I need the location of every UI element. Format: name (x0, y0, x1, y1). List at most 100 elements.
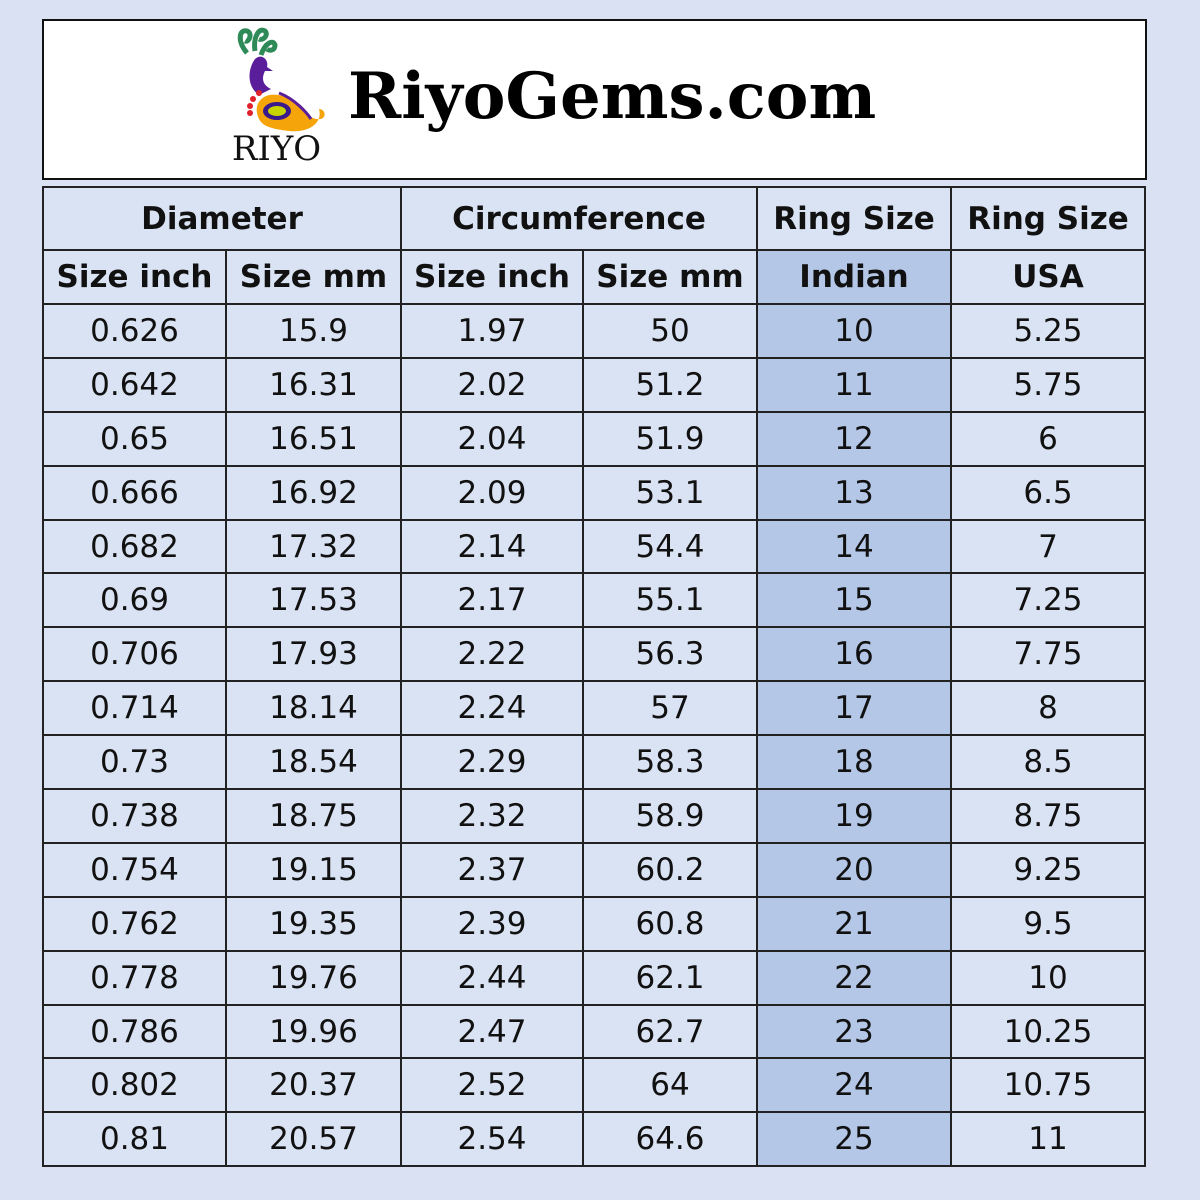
table-row: 0.682 17.32 2.14 54.4 14 7 (42, 518, 1146, 575)
cell-diameter-mm: 19.35 (225, 895, 402, 952)
cell-circumference-mm: 64 (582, 1057, 758, 1114)
cell-usa-size: 7.75 (950, 626, 1146, 683)
cell-circumference-inch: 2.29 (400, 734, 584, 791)
cell-diameter-mm: 20.37 (225, 1057, 402, 1114)
cell-diameter-inch: 0.738 (42, 788, 227, 844)
cell-diameter-inch: 0.706 (42, 626, 227, 683)
cell-diameter-inch: 0.73 (42, 734, 227, 791)
cell-indian-size: 15 (756, 572, 952, 629)
cell-circumference-mm: 62.7 (582, 1003, 758, 1060)
cell-indian-size: 25 (756, 1111, 952, 1168)
cell-circumference-inch: 2.44 (400, 949, 584, 1006)
table-body: 0.626 15.9 1.97 50 10 5.25 0.642 16.31 2.02 51.2 1… (42, 303, 1146, 1168)
cell-diameter-mm: 15.9 (225, 303, 402, 359)
cell-indian-size: 19 (756, 788, 952, 844)
cell-diameter-mm: 17.93 (225, 626, 402, 683)
table-row: 0.642 16.31 2.02 51.2 11 5.75 (42, 356, 1146, 413)
cell-indian-size: 14 (756, 518, 952, 575)
cell-circumference-inch: 2.02 (400, 356, 584, 413)
cell-circumference-mm: 51.9 (582, 410, 758, 467)
header-circumference: Circumference (400, 186, 758, 251)
table-row: 0.706 17.93 2.22 56.3 16 7.75 (42, 626, 1146, 683)
cell-circumference-inch: 2.47 (400, 1003, 584, 1060)
table-row: 0.81 20.57 2.54 64.6 25 11 (42, 1111, 1146, 1168)
cell-circumference-inch: 2.39 (400, 895, 584, 952)
cell-diameter-mm: 16.31 (225, 356, 402, 413)
cell-usa-size: 10 (950, 949, 1146, 1006)
table-row: 0.754 19.15 2.37 60.2 20 9.25 (42, 841, 1146, 898)
cell-diameter-inch: 0.642 (42, 356, 227, 413)
cell-usa-size: 8 (950, 680, 1146, 737)
cell-indian-size: 24 (756, 1057, 952, 1114)
cell-diameter-inch: 0.714 (42, 680, 227, 737)
table-row: 0.65 16.51 2.04 51.9 12 6 (42, 410, 1146, 467)
cell-diameter-mm: 19.96 (225, 1003, 402, 1060)
table-row: 0.778 19.76 2.44 62.1 22 10 (42, 949, 1146, 1006)
cell-usa-size: 5.75 (950, 356, 1146, 413)
cell-circumference-mm: 62.1 (582, 949, 758, 1006)
cell-diameter-inch: 0.81 (42, 1111, 227, 1168)
header-banner: RIYO RiyoGems.com (42, 19, 1147, 180)
cell-diameter-inch: 0.626 (42, 303, 227, 359)
cell-indian-size: 20 (756, 841, 952, 898)
cell-circumference-inch: 2.22 (400, 626, 584, 683)
cell-indian-size: 17 (756, 680, 952, 737)
header-ring-size-usa: Ring Size (950, 186, 1146, 251)
cell-diameter-mm: 19.15 (225, 841, 402, 898)
cell-indian-size: 12 (756, 410, 952, 467)
cell-diameter-inch: 0.666 (42, 464, 227, 521)
header-ring-size-indian: Ring Size (756, 186, 952, 251)
cell-indian-size: 10 (756, 303, 952, 359)
cell-usa-size: 8.75 (950, 788, 1146, 844)
table-row: 0.626 15.9 1.97 50 10 5.25 (42, 303, 1146, 359)
cell-diameter-inch: 0.786 (42, 1003, 227, 1060)
cell-diameter-mm: 16.92 (225, 464, 402, 521)
cell-circumference-inch: 2.54 (400, 1111, 584, 1168)
cell-circumference-inch: 2.24 (400, 680, 584, 737)
cell-usa-size: 7 (950, 518, 1146, 575)
cell-indian-size: 23 (756, 1003, 952, 1060)
cell-usa-size: 6.5 (950, 464, 1146, 521)
cell-diameter-mm: 19.76 (225, 949, 402, 1006)
table-row: 0.738 18.75 2.32 58.9 19 8.75 (42, 788, 1146, 844)
cell-indian-size: 21 (756, 895, 952, 952)
site-title: RiyoGems.com (348, 59, 877, 134)
subheader-usa: USA (950, 249, 1146, 305)
cell-diameter-inch: 0.778 (42, 949, 227, 1006)
header-diameter: Diameter (42, 186, 402, 251)
subheader-circumference-mm: Size mm (582, 249, 758, 305)
cell-circumference-mm: 51.2 (582, 356, 758, 413)
cell-usa-size: 8.5 (950, 734, 1146, 791)
cell-diameter-mm: 16.51 (225, 410, 402, 467)
subheader-diameter-mm: Size mm (225, 249, 402, 305)
cell-indian-size: 13 (756, 464, 952, 521)
cell-usa-size: 10.25 (950, 1003, 1146, 1060)
cell-diameter-mm: 18.14 (225, 680, 402, 737)
cell-circumference-inch: 2.04 (400, 410, 584, 467)
cell-diameter-mm: 17.32 (225, 518, 402, 575)
cell-circumference-mm: 58.9 (582, 788, 758, 844)
cell-diameter-inch: 0.69 (42, 572, 227, 629)
sub-header-row: Size inch Size mm Size inch Size mm Indi… (42, 249, 1146, 305)
cell-circumference-mm: 53.1 (582, 464, 758, 521)
cell-circumference-mm: 58.3 (582, 734, 758, 791)
cell-circumference-mm: 50 (582, 303, 758, 359)
cell-usa-size: 9.5 (950, 895, 1146, 952)
table-row: 0.73 18.54 2.29 58.3 18 8.5 (42, 734, 1146, 791)
logo-wordmark: RIYO (231, 129, 322, 169)
cell-indian-size: 18 (756, 734, 952, 791)
table-row: 0.802 20.37 2.52 64 24 10.75 (42, 1057, 1146, 1114)
cell-circumference-inch: 2.37 (400, 841, 584, 898)
cell-usa-size: 11 (950, 1111, 1146, 1168)
cell-circumference-mm: 57 (582, 680, 758, 737)
cell-diameter-inch: 0.682 (42, 518, 227, 575)
subheader-circumference-inch: Size inch (400, 249, 584, 305)
cell-circumference-mm: 60.8 (582, 895, 758, 952)
cell-circumference-inch: 2.52 (400, 1057, 584, 1114)
cell-diameter-inch: 0.802 (42, 1057, 227, 1114)
cell-diameter-mm: 18.54 (225, 734, 402, 791)
cell-diameter-inch: 0.754 (42, 841, 227, 898)
cell-usa-size: 5.25 (950, 303, 1146, 359)
cell-circumference-inch: 2.09 (400, 464, 584, 521)
table-row: 0.786 19.96 2.47 62.7 23 10.25 (42, 1003, 1146, 1060)
